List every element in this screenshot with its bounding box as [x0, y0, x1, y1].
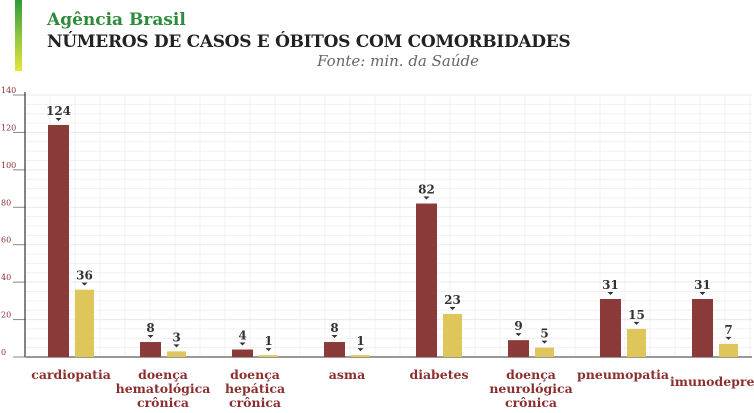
value-marker: [633, 321, 640, 325]
category-label: doença neurológica crônica: [476, 368, 586, 410]
y-tick-label: 100: [1, 161, 16, 170]
value-marker: [239, 342, 246, 346]
value-marker: [81, 282, 88, 286]
category-label-line: pneumopatia: [577, 367, 669, 382]
bar-cases: [600, 298, 621, 357]
value-marker: [607, 291, 614, 295]
y-tick-label: 20: [1, 311, 11, 320]
category-label: imunodepressão: [670, 375, 754, 389]
value-marker: [541, 340, 548, 344]
value-marker: [699, 291, 706, 295]
brand-name: Agência Brasil: [47, 10, 186, 30]
value-marker: [147, 335, 154, 339]
data-label: 31: [602, 278, 619, 292]
category-label: doença hematológica crônica: [108, 368, 218, 410]
chart-source: Fonte: min. da Saúde: [317, 52, 479, 70]
category-label-line: crônica: [228, 395, 282, 410]
data-label: 4: [238, 329, 246, 343]
bar-deaths: [443, 313, 462, 357]
category-label-line: hematológica: [115, 381, 211, 396]
value-marker: [173, 344, 180, 348]
bar-cases: [508, 340, 529, 357]
bar-deaths: [719, 343, 738, 357]
value-marker: [331, 335, 338, 339]
data-label: 5: [540, 327, 548, 341]
bar-deaths: [351, 355, 370, 357]
bar-cases: [692, 298, 713, 357]
bar-deaths: [259, 355, 278, 357]
y-tick-label: 120: [1, 123, 16, 132]
bar-deaths: [75, 289, 94, 357]
value-marker: [725, 336, 732, 340]
data-label: 3: [172, 330, 180, 344]
bar-deaths: [627, 328, 646, 357]
data-label: 9: [514, 319, 522, 333]
y-tick-label: 140: [1, 86, 16, 95]
data-label: 82: [418, 183, 435, 197]
bar-cases: [232, 349, 253, 357]
data-label: 8: [146, 321, 154, 335]
category-label: diabetes: [384, 368, 494, 382]
category-label: pneumopatia: [568, 368, 678, 382]
category-label-line: neurológica: [489, 381, 573, 396]
category-label-line: doença: [138, 367, 188, 382]
value-marker: [515, 333, 522, 337]
bar-cases: [48, 124, 69, 357]
value-marker: [55, 117, 62, 121]
y-tick-label: 0: [1, 348, 6, 357]
bar-deaths: [167, 351, 186, 357]
bar-cases: [324, 342, 345, 357]
y-tick-label: 60: [1, 236, 11, 245]
category-label-line: doença: [506, 367, 556, 382]
brand-accent-bar: [15, 0, 22, 71]
data-label: 7: [724, 323, 732, 337]
category-label-line: cardiopatia: [31, 367, 111, 382]
data-label: 1: [264, 334, 272, 348]
data-label: 36: [76, 269, 93, 283]
data-label: 124: [46, 104, 71, 118]
data-label: 15: [628, 308, 645, 322]
bar-deaths: [535, 347, 554, 357]
category-label-line: doença: [230, 367, 280, 382]
data-label: 8: [330, 321, 338, 335]
y-tick-label: 40: [1, 273, 11, 282]
category-label-line: asma: [328, 367, 366, 382]
data-label: 1: [356, 334, 364, 348]
category-label-line: crônica: [136, 395, 190, 410]
category-label-line: crônica: [504, 395, 558, 410]
value-marker: [357, 348, 364, 352]
category-label-line: diabetes: [409, 367, 469, 382]
category-label: doença hepática crônica: [200, 368, 310, 410]
bar-cases: [140, 342, 161, 357]
category-label: asma: [292, 368, 402, 382]
category-label: cardiopatia: [16, 368, 126, 382]
category-label-line: hepática: [224, 381, 286, 396]
value-marker: [449, 306, 456, 310]
y-tick-label: 80: [1, 198, 11, 207]
data-label: 23: [444, 293, 461, 307]
data-label: 31: [694, 278, 711, 292]
value-marker: [265, 348, 272, 352]
category-label-line: imunodepressão: [670, 374, 754, 389]
bar-cases: [416, 203, 437, 357]
chart-title: NÚMEROS DE CASOS E ÓBITOS COM COMORBIDAD…: [47, 32, 571, 52]
value-marker: [423, 196, 430, 200]
